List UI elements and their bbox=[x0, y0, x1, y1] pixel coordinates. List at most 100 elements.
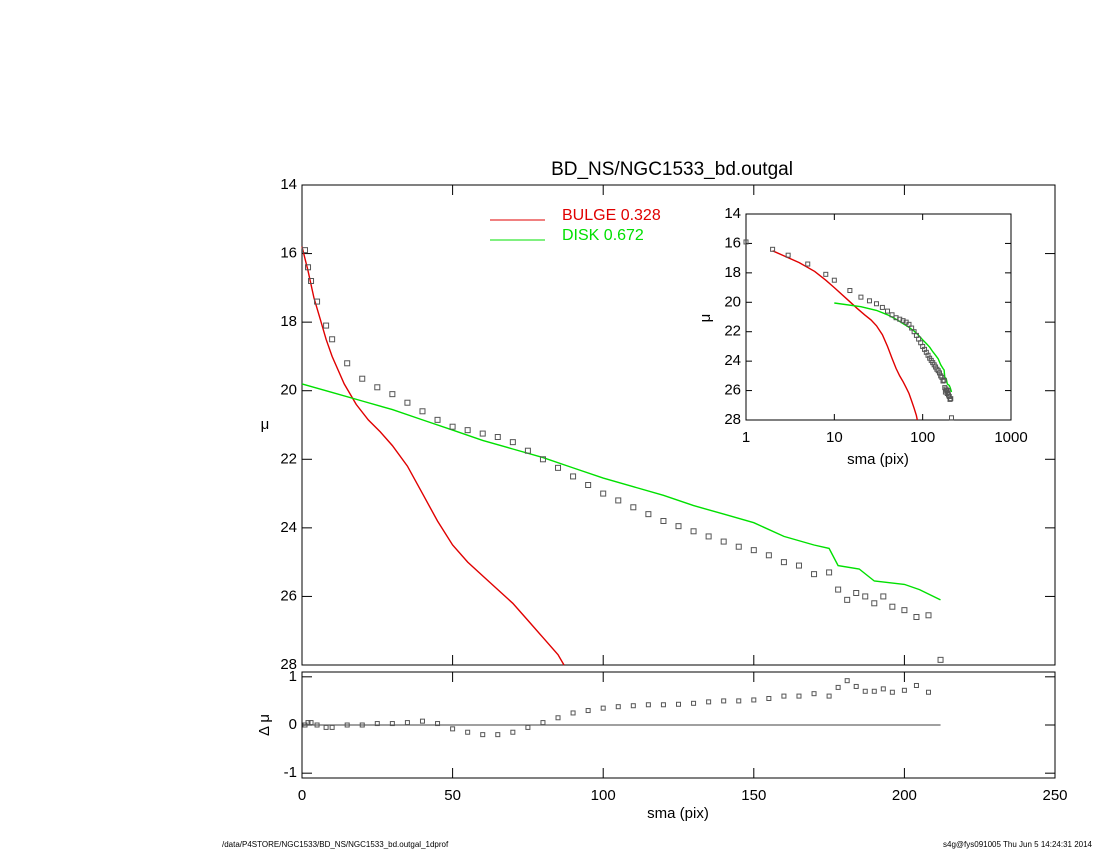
residual-point bbox=[766, 696, 772, 701]
residual-point bbox=[404, 720, 410, 726]
plot-frame bbox=[745, 213, 1012, 421]
y-tick-label: 18 bbox=[280, 313, 297, 330]
data-point bbox=[585, 482, 592, 488]
residual-point bbox=[676, 701, 681, 707]
y-tick-label: 16 bbox=[724, 234, 741, 251]
data-point bbox=[555, 464, 562, 471]
x-tick-label: 100 bbox=[910, 429, 935, 446]
data-point bbox=[539, 456, 546, 463]
y-tick-label: 26 bbox=[724, 382, 741, 399]
data-point bbox=[374, 384, 381, 391]
data-point bbox=[675, 523, 682, 530]
data-point bbox=[359, 375, 366, 382]
residual-point bbox=[645, 702, 651, 708]
data-point bbox=[302, 247, 309, 254]
data-point bbox=[805, 261, 811, 267]
x-tick-label: 1 bbox=[742, 429, 750, 446]
data-point bbox=[690, 528, 697, 535]
y-tick-label: 0 bbox=[289, 716, 297, 733]
residual-point bbox=[630, 703, 636, 709]
data-point bbox=[765, 552, 772, 559]
data-point bbox=[305, 264, 312, 271]
y-axis-label: μ bbox=[261, 416, 270, 433]
residual-point bbox=[374, 721, 380, 727]
y-tick-label: 20 bbox=[280, 382, 297, 399]
residual-point bbox=[600, 705, 606, 711]
data-point bbox=[524, 447, 531, 454]
residual-point bbox=[691, 700, 697, 706]
residual-point bbox=[835, 684, 841, 690]
y-tick-label: 24 bbox=[724, 352, 741, 369]
x-tick-label: 10 bbox=[826, 429, 843, 446]
data-point bbox=[645, 511, 652, 518]
residual-point bbox=[615, 704, 621, 710]
data-point bbox=[880, 593, 887, 600]
residual-point bbox=[796, 693, 802, 699]
residual-point bbox=[305, 720, 311, 726]
data-point bbox=[314, 298, 321, 305]
data-point bbox=[866, 298, 872, 304]
inset-model-line bbox=[834, 302, 953, 393]
residual-point bbox=[450, 726, 456, 732]
data-point bbox=[770, 246, 776, 252]
residual-point bbox=[585, 708, 591, 714]
legend-label: DISK 0.672 bbox=[562, 227, 644, 244]
chart-title: BD_NS/NGC1533_bd.outgal bbox=[551, 159, 793, 180]
data-point bbox=[479, 430, 486, 437]
data-point bbox=[853, 590, 860, 596]
residual-point bbox=[525, 724, 531, 730]
residual-point bbox=[889, 689, 895, 695]
residual-point bbox=[555, 715, 561, 721]
data-point bbox=[509, 439, 516, 446]
x-tick-label: 1000 bbox=[994, 429, 1027, 446]
data-point bbox=[434, 416, 441, 423]
residual-point bbox=[323, 724, 329, 730]
x-tick-label: 150 bbox=[741, 787, 766, 804]
x-tick-label: 50 bbox=[444, 787, 461, 804]
data-point bbox=[879, 304, 885, 310]
y-tick-label: 14 bbox=[280, 176, 297, 193]
residual-point bbox=[781, 693, 787, 699]
residual-point bbox=[344, 722, 350, 728]
residual-point bbox=[901, 687, 907, 693]
data-point bbox=[948, 415, 954, 421]
residual-point bbox=[853, 683, 859, 689]
data-point bbox=[785, 252, 791, 258]
residual-point bbox=[660, 702, 666, 708]
residual-point bbox=[736, 698, 742, 704]
data-point bbox=[795, 562, 802, 569]
data-point bbox=[901, 607, 908, 614]
residual-point bbox=[880, 686, 886, 692]
y-tick-label: 26 bbox=[280, 587, 297, 604]
x-tick-label: 250 bbox=[1042, 787, 1067, 804]
data-point bbox=[705, 533, 712, 540]
residual-point bbox=[570, 710, 576, 716]
data-point bbox=[897, 316, 903, 322]
x-tick-label: 0 bbox=[298, 787, 306, 804]
residual-point bbox=[844, 678, 850, 684]
data-point bbox=[873, 301, 879, 307]
data-point bbox=[844, 596, 851, 603]
data-point bbox=[600, 490, 607, 497]
residual-point bbox=[913, 682, 919, 688]
residual-point bbox=[862, 688, 868, 694]
data-point bbox=[938, 373, 944, 379]
data-point bbox=[389, 391, 396, 398]
residual-point bbox=[359, 722, 365, 728]
data-point bbox=[630, 504, 637, 511]
inset-y-axis-label: μ bbox=[697, 314, 714, 323]
residual-point bbox=[510, 729, 516, 735]
data-point bbox=[570, 473, 577, 480]
inset-model-line bbox=[772, 250, 918, 421]
data-point bbox=[913, 614, 920, 620]
data-point bbox=[449, 423, 456, 430]
model-line bbox=[301, 246, 565, 666]
y-tick-label: -1 bbox=[284, 764, 297, 781]
data-point bbox=[934, 366, 940, 372]
data-point bbox=[835, 586, 842, 593]
data-point bbox=[900, 318, 906, 324]
legend-label: BULGE 0.328 bbox=[562, 207, 661, 224]
data-point bbox=[847, 288, 853, 294]
x-tick-label: 200 bbox=[892, 787, 917, 804]
